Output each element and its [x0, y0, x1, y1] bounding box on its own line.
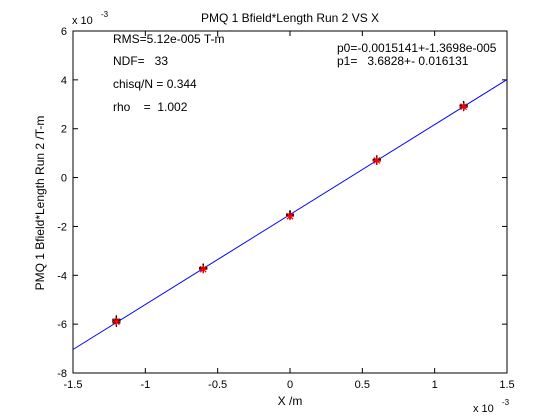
x-tick-label: -1.5 [64, 379, 83, 391]
p0-text: p0=-0.0015141+-1.3698e-005 [337, 41, 497, 55]
y-tick-label: -4 [57, 270, 67, 282]
star-marker [112, 317, 121, 326]
star-marker [459, 102, 468, 111]
star-marker [199, 265, 208, 274]
fit-statistics: RMS=5.12e-005 T-m NDF= 33 chisq/N = 0.34… [113, 32, 225, 114]
x-tick-label: -1 [140, 379, 150, 391]
ndf-text: NDF= 33 [113, 54, 168, 68]
y-tick-label: -6 [57, 319, 67, 331]
x-tick-label: 0.5 [355, 379, 370, 391]
y-exponent-label: x 10 -3 [72, 10, 109, 27]
chart-title: PMQ 1 Bfield*Length Run 2 VS X [201, 11, 379, 25]
rho-text: rho = 1.002 [113, 100, 188, 114]
x-tick-label: -0.5 [208, 379, 227, 391]
x-exponent-power: -3 [502, 398, 510, 407]
x-tick-label: 1.5 [499, 379, 514, 391]
y-tick-label: 4 [61, 75, 67, 87]
y-tick-label: -8 [57, 368, 67, 380]
data-points [112, 101, 468, 327]
x-exponent-base: x 10 [473, 403, 494, 415]
y-tick-label: -2 [57, 221, 67, 233]
y-tick-label: 2 [61, 124, 67, 136]
x-axis-label: X /m [278, 394, 303, 408]
y-tick-label: 0 [61, 173, 67, 185]
rms-text: RMS=5.12e-005 T-m [113, 32, 225, 46]
y-exponent-base: x 10 [72, 15, 93, 27]
chisq-text: chisq/N = 0.344 [113, 77, 197, 91]
y-axis-label: PMQ 1 Bfield*Length Run 2 /T-m [33, 116, 47, 291]
star-marker [372, 156, 381, 165]
fit-parameters: p0=-0.0015141+-1.3698e-005 p1= 3.6828+- … [337, 41, 497, 68]
axis-ticks: -1.5 -1 -0.5 0 0.5 1 1.5 -8 -6 -4 -2 0 2 4 6 [57, 26, 514, 391]
x-exponent-label: x 10 -3 [473, 398, 510, 415]
y-tick-label: 6 [61, 26, 67, 38]
star-marker [286, 212, 294, 221]
p1-text: p1= 3.6828+- 0.016131 [337, 54, 469, 68]
y-exponent-power: -3 [101, 10, 109, 19]
x-tick-label: 1 [432, 379, 438, 391]
x-tick-label: 0 [287, 379, 293, 391]
